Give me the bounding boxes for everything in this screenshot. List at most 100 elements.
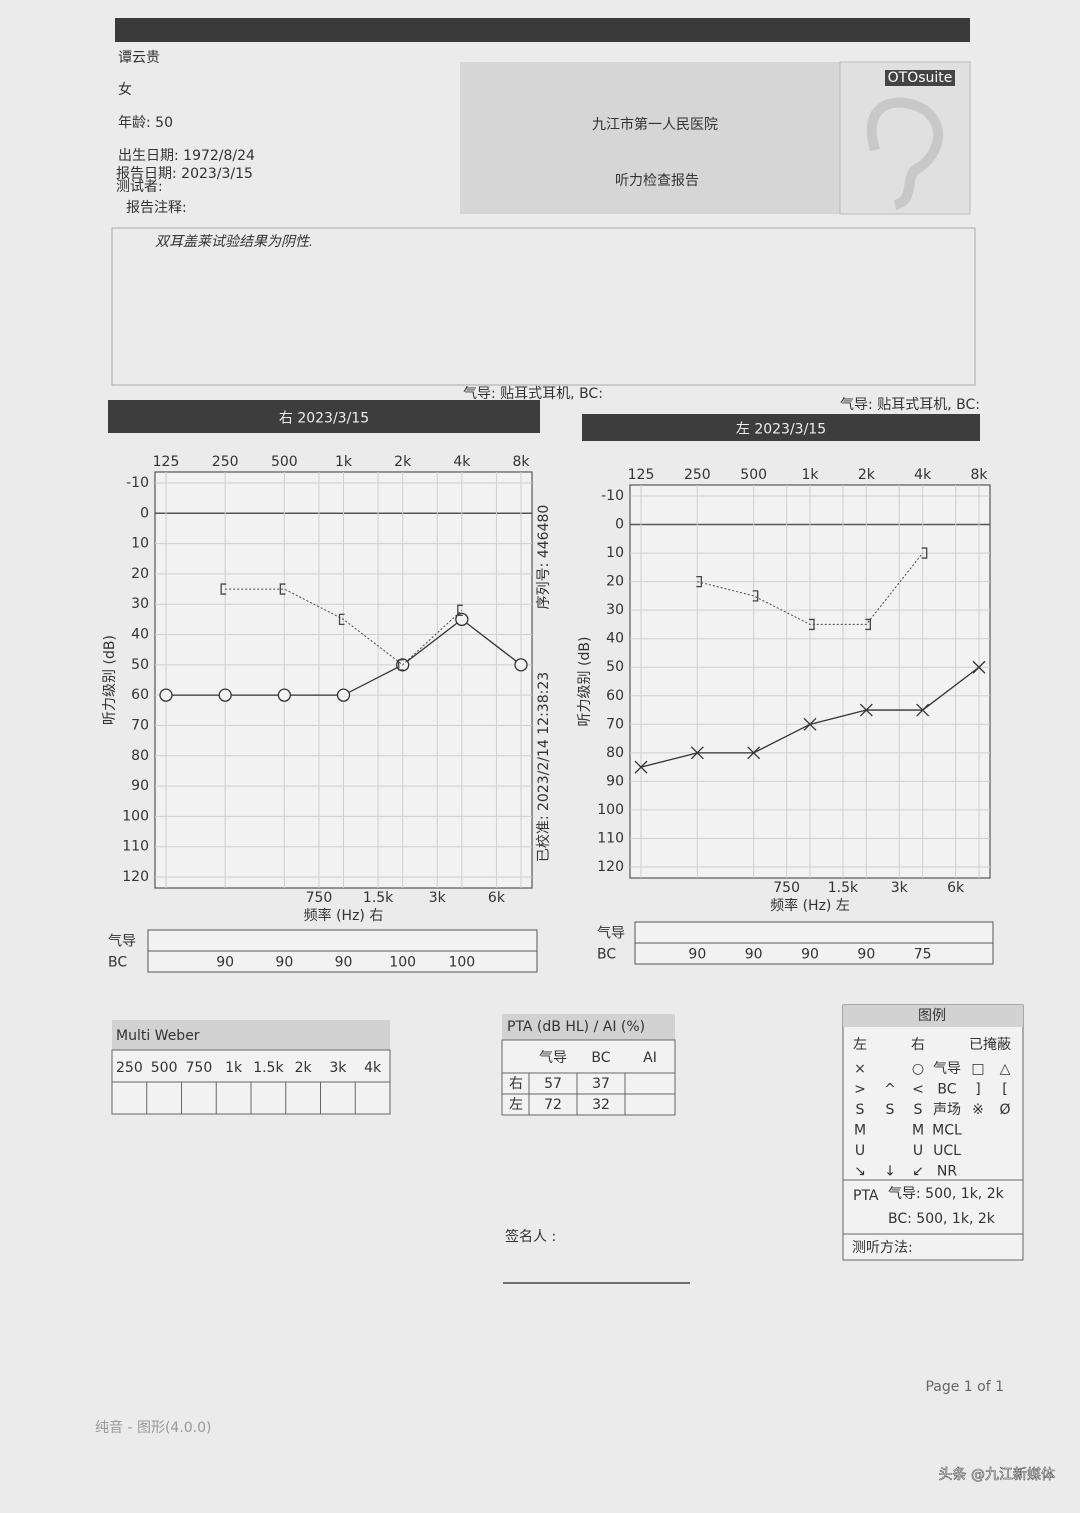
y-tick-label: 110: [597, 830, 624, 846]
y-tick-label: 80: [131, 748, 149, 764]
y-tick-label: 80: [606, 745, 624, 761]
x-tick-label: 750: [773, 880, 800, 896]
legend-symbol: U: [855, 1143, 865, 1159]
marker: [921, 547, 928, 559]
hospital-panel: [460, 62, 840, 214]
pta-title: PTA (dB HL) / AI (%): [507, 1019, 645, 1035]
pta-header: BC: [591, 1050, 610, 1066]
side-label: 序列号: 446480: [536, 505, 552, 610]
y-tick-label: 20: [606, 574, 624, 590]
marker: [159, 688, 173, 702]
x-tick-label: 125: [628, 467, 655, 483]
x-tick-label: 125: [153, 454, 180, 470]
marker: [803, 717, 817, 731]
weber-title: Multi Weber: [116, 1028, 200, 1044]
side-label: 已校准: 2023/2/14 12:38:23: [535, 672, 552, 862]
x-tick-label: 1.5k: [363, 890, 394, 906]
pta-cell: 72: [544, 1097, 562, 1113]
x-tick-label: 500: [271, 454, 298, 470]
pta-head: [502, 1014, 675, 1040]
x-tick-label: 2k: [394, 454, 412, 470]
legend-symbol: □: [971, 1061, 984, 1077]
legend-symbol: 气导: [933, 1061, 961, 1077]
x-tick-label: 4k: [914, 467, 932, 483]
series-line: [697, 552, 924, 625]
tester: 测试者:: [116, 179, 163, 195]
x-tick-label: 250: [684, 467, 711, 483]
y-tick-label: 10: [131, 536, 149, 552]
pta-header: AI: [643, 1050, 657, 1066]
x-tick-label: 8k: [512, 454, 530, 470]
row-label: BC: [108, 955, 127, 971]
footer: 纯音 - 图形(4.0.0): [95, 1419, 212, 1436]
row-label: 气导: [108, 934, 136, 950]
legend-symbol: M: [854, 1123, 866, 1139]
legend-head: [843, 1005, 1023, 1027]
marker: [972, 660, 986, 674]
marker: [865, 618, 871, 631]
legend-symbol: S: [914, 1102, 923, 1118]
y-tick-label: 10: [606, 545, 624, 561]
y-tick-label: 70: [606, 716, 624, 732]
chart-title: 左 2023/3/15: [736, 422, 826, 438]
y-tick-label: 50: [131, 657, 149, 673]
patient-sex: 女: [118, 81, 132, 98]
legend-symbol: ※: [972, 1102, 984, 1118]
pta-cell: 32: [592, 1097, 610, 1113]
legend-box: [842, 1004, 1024, 1261]
row-label: BC: [597, 947, 616, 963]
notes-text: 双耳盖莱试验结果为阴性.: [155, 234, 313, 250]
marker: [336, 688, 351, 702]
weber-frequency: 4k: [364, 1060, 382, 1076]
y-tick-label: 30: [606, 602, 624, 618]
birth-date: 出生日期: 1972/8/24: [118, 148, 255, 164]
patient-age: 年龄: 50: [118, 115, 173, 131]
y-tick-label: 100: [122, 808, 149, 824]
marker: [809, 618, 815, 631]
legend-symbol: S: [886, 1102, 895, 1118]
legend-symbol: NR: [937, 1164, 957, 1180]
y-tick-label: 120: [122, 869, 149, 885]
y-tick-label: 70: [131, 717, 149, 733]
x-tick-label: 2k: [858, 467, 876, 483]
y-tick-label: 20: [131, 566, 149, 582]
legend-header: 左: [853, 1037, 867, 1053]
x-axis-label: 频率 (Hz) 左: [770, 897, 850, 914]
legend-pta: PTA: [853, 1188, 879, 1204]
y-axis-label: 听力级别 (dB): [577, 637, 593, 727]
marker: [514, 658, 528, 672]
y-tick-label: 60: [606, 688, 624, 704]
marker: [455, 612, 469, 627]
report-date: 报告日期: 2023/3/15: [116, 166, 253, 182]
x-tick-label: 4k: [453, 454, 471, 470]
signature: 签名人 :: [505, 1228, 556, 1245]
logo: OTOsuite: [888, 70, 953, 86]
legend-symbol: ↘: [854, 1164, 866, 1180]
marker: [457, 604, 463, 616]
x-tick-label: 500: [740, 467, 767, 483]
transducer-right: 气导: 贴耳式耳机, BC:: [463, 386, 603, 402]
y-tick-label: 120: [597, 859, 624, 875]
legend-symbol: ○: [912, 1061, 924, 1077]
bc-value: 90: [335, 955, 353, 971]
watermark: 头条 @九江新媒体: [939, 1466, 1055, 1483]
header-bar: [115, 18, 970, 42]
chart-title-bar: [582, 414, 980, 441]
legend-symbol: 声场: [933, 1102, 961, 1118]
legend-symbol: >: [854, 1082, 866, 1098]
y-axis-label: 听力级别 (dB): [102, 635, 118, 725]
chart-title-bar: [108, 400, 540, 433]
weber-frequency: 1k: [225, 1060, 243, 1076]
marker: [752, 590, 759, 602]
y-tick-label: 90: [131, 778, 149, 794]
y-tick-label: 40: [131, 627, 149, 643]
bc-value: 90: [745, 947, 763, 963]
y-tick-label: 0: [615, 517, 624, 533]
notes-box: [111, 227, 976, 386]
report-title: 听力检查报告: [615, 173, 699, 189]
legend-symbol: M: [912, 1123, 924, 1139]
legend-symbol: [: [1002, 1082, 1007, 1098]
x-tick-label: 1k: [801, 467, 819, 483]
x-tick-label: 1k: [335, 454, 353, 470]
